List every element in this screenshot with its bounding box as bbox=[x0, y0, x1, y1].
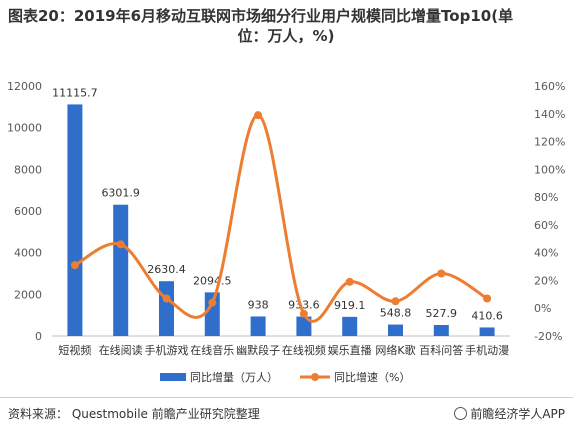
category-label: 在线视频 bbox=[282, 343, 326, 357]
category-label: 百科问答 bbox=[419, 343, 463, 357]
source-note: 资料来源： Questmobile 前瞻产业研究院整理 bbox=[8, 407, 260, 421]
bar-data-label: 2094.5 bbox=[193, 274, 232, 287]
left-axis-tick-label: 2000 bbox=[14, 288, 42, 301]
growth-rate-point bbox=[391, 297, 400, 306]
bar bbox=[388, 324, 403, 336]
legend-line-marker bbox=[311, 373, 319, 381]
bar-data-label: 919.1 bbox=[334, 299, 366, 312]
footer: 资料来源： Questmobile 前瞻产业研究院整理 前瞻经济学人APP bbox=[0, 397, 573, 428]
growth-rate-point bbox=[162, 294, 171, 303]
right-axis-tick-label: 60% bbox=[534, 219, 558, 232]
bar bbox=[159, 281, 174, 336]
growth-rate-point bbox=[483, 294, 492, 303]
right-axis-tick-label: 100% bbox=[534, 163, 565, 176]
left-axis-tick-label: 8000 bbox=[14, 163, 42, 176]
right-axis-tick-label: -20% bbox=[534, 330, 562, 343]
growth-rate-point bbox=[437, 269, 446, 278]
bar bbox=[113, 204, 129, 336]
title-line-1: 图表20：2019年6月移动互联网市场细分行业用户规模同比增量Top10(单 bbox=[8, 7, 514, 25]
category-label: 在线阅读 bbox=[99, 343, 143, 357]
chart-title: 图表20：2019年6月移动互联网市场细分行业用户规模同比增量Top10(单 位… bbox=[8, 6, 564, 46]
bar-data-label: 527.9 bbox=[426, 307, 458, 320]
bar bbox=[479, 327, 495, 336]
right-axis-tick-label: 0% bbox=[534, 302, 551, 315]
bar-data-label: 11115.7 bbox=[52, 86, 98, 99]
right-axis-tick-label: 120% bbox=[534, 136, 565, 149]
left-axis-tick-label: 10000 bbox=[7, 122, 42, 135]
growth-rate-point bbox=[345, 277, 354, 286]
category-label: 网络K歌 bbox=[375, 343, 415, 357]
category-label: 手机动漫 bbox=[465, 343, 509, 357]
right-axis-tick-label: 20% bbox=[534, 274, 558, 287]
bar bbox=[250, 316, 266, 336]
bar-data-label: 933.6 bbox=[288, 299, 320, 312]
left-axis-tick-label: 0 bbox=[35, 330, 42, 343]
bar-data-label: 2630.4 bbox=[147, 263, 186, 276]
bar bbox=[67, 104, 83, 337]
right-axis-tick-label: 160% bbox=[534, 80, 565, 93]
legend-bar-swatch bbox=[160, 373, 186, 381]
bar-data-label: 410.6 bbox=[471, 309, 503, 322]
category-label: 短视频 bbox=[58, 343, 91, 357]
legend-line-label: 同比增速（%） bbox=[334, 370, 410, 384]
category-label: 幽默段子 bbox=[236, 343, 280, 357]
left-axis-tick-label: 4000 bbox=[14, 247, 42, 260]
brand-text: 前瞻经济学人APP bbox=[470, 407, 565, 421]
right-axis-tick-label: 140% bbox=[534, 108, 565, 121]
category-label: 手机游戏 bbox=[145, 343, 189, 357]
growth-rate-point bbox=[254, 111, 263, 120]
left-axis-tick-label: 6000 bbox=[14, 205, 42, 218]
bar bbox=[296, 316, 312, 336]
category-label: 在线音乐 bbox=[190, 343, 234, 357]
brand-logo-icon bbox=[454, 407, 468, 420]
title-line-2: 位：万人，%) bbox=[237, 27, 335, 45]
bar-data-label: 938 bbox=[248, 298, 269, 311]
bar-data-label: 548.8 bbox=[380, 307, 412, 320]
bar bbox=[433, 325, 449, 336]
bar bbox=[342, 316, 358, 336]
legend-bar-label: 同比增量（万人） bbox=[190, 370, 278, 384]
growth-rate-line bbox=[74, 113, 488, 323]
brand-label: 前瞻经济学人APP bbox=[454, 405, 565, 422]
growth-rate-point bbox=[70, 261, 79, 270]
growth-rate-point bbox=[208, 298, 217, 307]
growth-rate-point bbox=[299, 309, 308, 318]
right-axis-tick-label: 40% bbox=[534, 247, 558, 260]
combo-chart: 0 2000 4000 6000 8000 10000 12000 -20% 0% 20% 40% 6… bbox=[7, 80, 565, 384]
right-axis-tick-label: 80% bbox=[534, 191, 558, 204]
growth-rate-point bbox=[116, 240, 125, 249]
category-label: 娱乐直播 bbox=[328, 343, 372, 357]
left-axis-tick-label: 12000 bbox=[7, 80, 42, 93]
bar-data-label: 6301.9 bbox=[101, 187, 140, 200]
